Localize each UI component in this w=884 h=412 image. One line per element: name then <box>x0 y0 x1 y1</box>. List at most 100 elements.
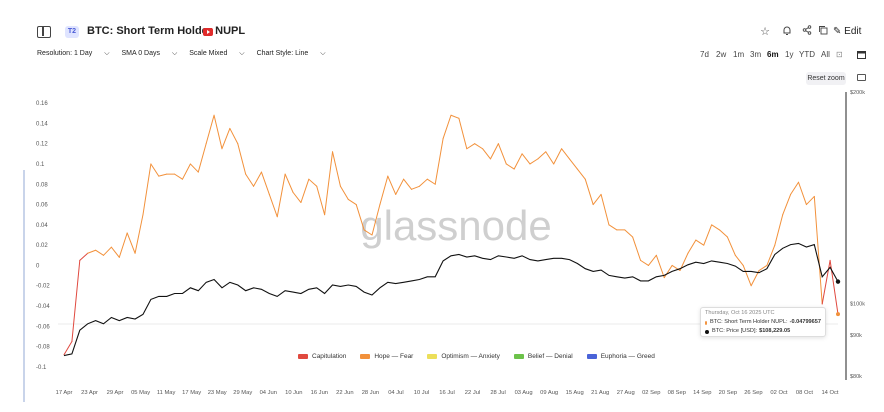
share-icon[interactable] <box>800 25 814 39</box>
edit-button[interactable]: ✎ Edit <box>833 24 861 40</box>
y-tick-label: -0.1 <box>36 365 47 371</box>
nupl-segment <box>229 127 239 145</box>
range-all[interactable]: All <box>821 50 830 59</box>
nupl-segment <box>766 244 776 266</box>
log-scale-icon[interactable]: ⊡ <box>836 50 843 59</box>
legend-label: Euphoria — Greed <box>600 353 655 360</box>
y-tick-label: -0.02 <box>36 284 50 290</box>
nupl-segment <box>63 341 73 356</box>
chart-style-dropdown[interactable]: Chart Style: Line ⌵ <box>256 50 326 57</box>
nupl-segment <box>592 193 602 206</box>
tooltip-label: BTC: Price [USD]: <box>712 328 758 334</box>
x-tick-label: 16 Jun <box>311 390 328 396</box>
nupl-segment <box>355 204 365 231</box>
range-1y[interactable]: 1y <box>785 50 794 59</box>
resolution-dropdown[interactable]: Resolution: 1 Day ⌵ <box>37 50 110 57</box>
x-tick-label: 15 Aug <box>566 390 584 396</box>
x-axis: 17 Apr 23 Apr 29 Apr 05 May 11 May 17 May 23 M… <box>56 390 839 396</box>
range-7d[interactable]: 7d <box>700 50 709 59</box>
nupl-segment <box>434 138 444 185</box>
legend-item[interactable]: Capitulation <box>298 353 346 360</box>
nupl-segment <box>719 229 728 238</box>
nupl-segment <box>316 185 326 216</box>
sidebar-toggle-icon[interactable] <box>37 26 51 38</box>
x-tick-label: 17 Apr <box>56 390 73 396</box>
nupl-segment <box>782 193 792 216</box>
nupl-segment <box>624 229 634 238</box>
nupl-segment <box>655 254 665 279</box>
youtube-icon[interactable] <box>203 28 213 36</box>
nupl-segment <box>150 163 160 177</box>
watermark: glassnode <box>360 202 551 249</box>
legend-label: Capitulation <box>312 353 347 360</box>
nupl-segment <box>513 153 523 170</box>
screenshot-icon[interactable] <box>857 74 866 81</box>
range-2w[interactable]: 2w <box>716 50 727 59</box>
legend-item[interactable]: Hope — Fear <box>360 353 413 360</box>
x-tick-label: 23 Apr <box>81 390 98 396</box>
chart-toolbar: Resolution: 1 Day ⌵ SMA 0 Days ⌵ Scale M… <box>37 50 336 58</box>
nupl-segment <box>221 127 231 150</box>
calendar-icon[interactable] <box>857 50 866 61</box>
nupl-segment <box>126 232 136 254</box>
nupl-segment <box>102 246 112 256</box>
chart-tooltip: Thursday, Oct 16 2025 UTC BTC: Short Ter… <box>700 307 826 337</box>
x-tick-label: 22 Jun <box>336 390 353 396</box>
nupl-segment <box>245 173 255 187</box>
nupl-segment <box>363 229 373 236</box>
nupl-segment <box>568 158 578 170</box>
legend-label: Belief — Denial <box>527 353 573 360</box>
x-tick-label: 28 Jun <box>362 390 379 396</box>
bell-icon[interactable] <box>780 25 794 39</box>
star-icon[interactable]: ☆ <box>760 26 770 38</box>
y-right-tick-label: $100k <box>850 301 865 307</box>
nupl-segment <box>632 236 642 261</box>
nupl-segment <box>576 168 586 180</box>
legend-item[interactable]: Optimism — Anxiety <box>427 353 500 360</box>
nupl-segment <box>71 259 81 343</box>
nupl-segment <box>482 148 491 160</box>
nupl-segment <box>774 214 784 246</box>
x-tick-label: 23 May <box>208 390 227 396</box>
reset-zoom-button[interactable]: Reset zoom <box>806 72 846 85</box>
y-tick-label: -0.04 <box>36 304 50 310</box>
x-tick-label: 14 Sep <box>693 390 711 396</box>
y-tick-label: 0.12 <box>36 142 48 148</box>
range-3m[interactable]: 3m <box>750 50 762 59</box>
sma-dropdown[interactable]: SMA 0 Days ⌵ <box>121 50 178 57</box>
nupl-segment <box>798 181 807 206</box>
price-marker <box>835 279 841 284</box>
scale-dropdown[interactable]: Scale Mixed ⌵ <box>189 50 245 57</box>
nupl-segment <box>134 214 144 254</box>
nupl-segment <box>584 178 594 206</box>
nupl-segment <box>174 173 183 180</box>
nupl-segment <box>489 143 499 160</box>
legend-item[interactable]: Belief — Denial <box>513 353 573 360</box>
nupl-segment <box>371 204 381 236</box>
range-ytd[interactable]: YTD <box>799 50 815 59</box>
nupl-segment <box>553 148 563 165</box>
copy-icon[interactable] <box>816 25 830 39</box>
legend-item[interactable]: Euphoria — Greed <box>586 353 655 360</box>
chart-legend: Capitulation Hope — Fear Optimism — Anxi… <box>298 353 655 360</box>
nupl-segment <box>687 239 697 254</box>
nupl-segment <box>640 259 649 266</box>
nupl-segment <box>742 264 752 287</box>
nupl-segment <box>647 254 657 266</box>
pencil-icon: ✎ <box>833 26 842 37</box>
nupl-segment <box>821 259 831 305</box>
nupl-marker <box>836 312 840 317</box>
x-tick-label: 08 Oct <box>796 390 813 396</box>
nupl-segment <box>110 246 120 258</box>
nupl-segment <box>418 178 428 187</box>
range-6m[interactable]: 6m <box>767 50 779 59</box>
nupl-segment <box>545 151 555 165</box>
x-tick-label: 02 Oct <box>770 390 787 396</box>
range-1m[interactable]: 1m <box>733 50 745 59</box>
y-tick-label: -0.06 <box>36 324 50 330</box>
x-tick-label: 20 Sep <box>719 390 737 396</box>
nupl-segment <box>181 163 191 180</box>
y-tick-label: 0.02 <box>36 243 48 249</box>
